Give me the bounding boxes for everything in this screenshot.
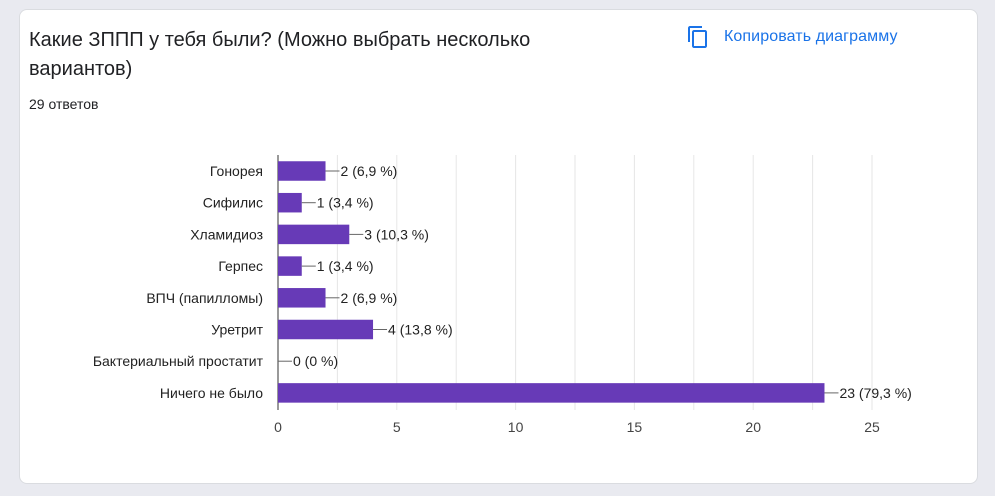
bar: [278, 383, 825, 403]
bar: [278, 319, 374, 340]
category-label: Герпес: [218, 258, 263, 274]
category-label: ВПЧ (папилломы): [146, 290, 263, 306]
data-label: 23 (79,3 %): [839, 385, 911, 401]
bar: [278, 256, 302, 276]
x-tick-label: 5: [393, 419, 401, 435]
data-label: 3 (10,3 %): [364, 226, 429, 242]
data-label: 0 (0 %): [293, 353, 338, 369]
bar: [278, 192, 302, 213]
copy-icon: [686, 25, 710, 49]
x-tick-label: 25: [864, 419, 880, 435]
question-title: Какие ЗППП у тебя были? (Можно выбрать н…: [29, 29, 531, 80]
category-label: Хламидиоз: [190, 226, 263, 242]
response-count: 29 ответов: [29, 96, 99, 112]
data-label: 2 (6,9 %): [341, 290, 398, 306]
bar: [278, 161, 326, 181]
data-label: 1 (3,4 %): [317, 195, 374, 211]
category-label: Уретрит: [211, 322, 263, 338]
category-label: Сифилис: [203, 195, 263, 211]
data-label: 2 (6,9 %): [341, 163, 398, 179]
category-label: Бактериальный простатит: [93, 353, 264, 369]
x-tick-label: 10: [508, 419, 524, 435]
copy-chart-label: Копировать диаграмму: [724, 28, 898, 45]
x-tick-label: 0: [274, 419, 282, 435]
category-label: Ничего не было: [160, 385, 263, 401]
chart-card: [19, 9, 978, 484]
data-label: 1 (3,4 %): [317, 258, 374, 274]
copy-chart-button[interactable]: Копировать диаграмму: [686, 25, 898, 49]
bar: [278, 288, 326, 308]
bar: [278, 224, 350, 245]
category-label: Гонорея: [210, 163, 263, 179]
x-tick-label: 20: [745, 419, 761, 435]
x-tick-label: 15: [627, 419, 643, 435]
data-label: 4 (13,8 %): [388, 322, 453, 338]
